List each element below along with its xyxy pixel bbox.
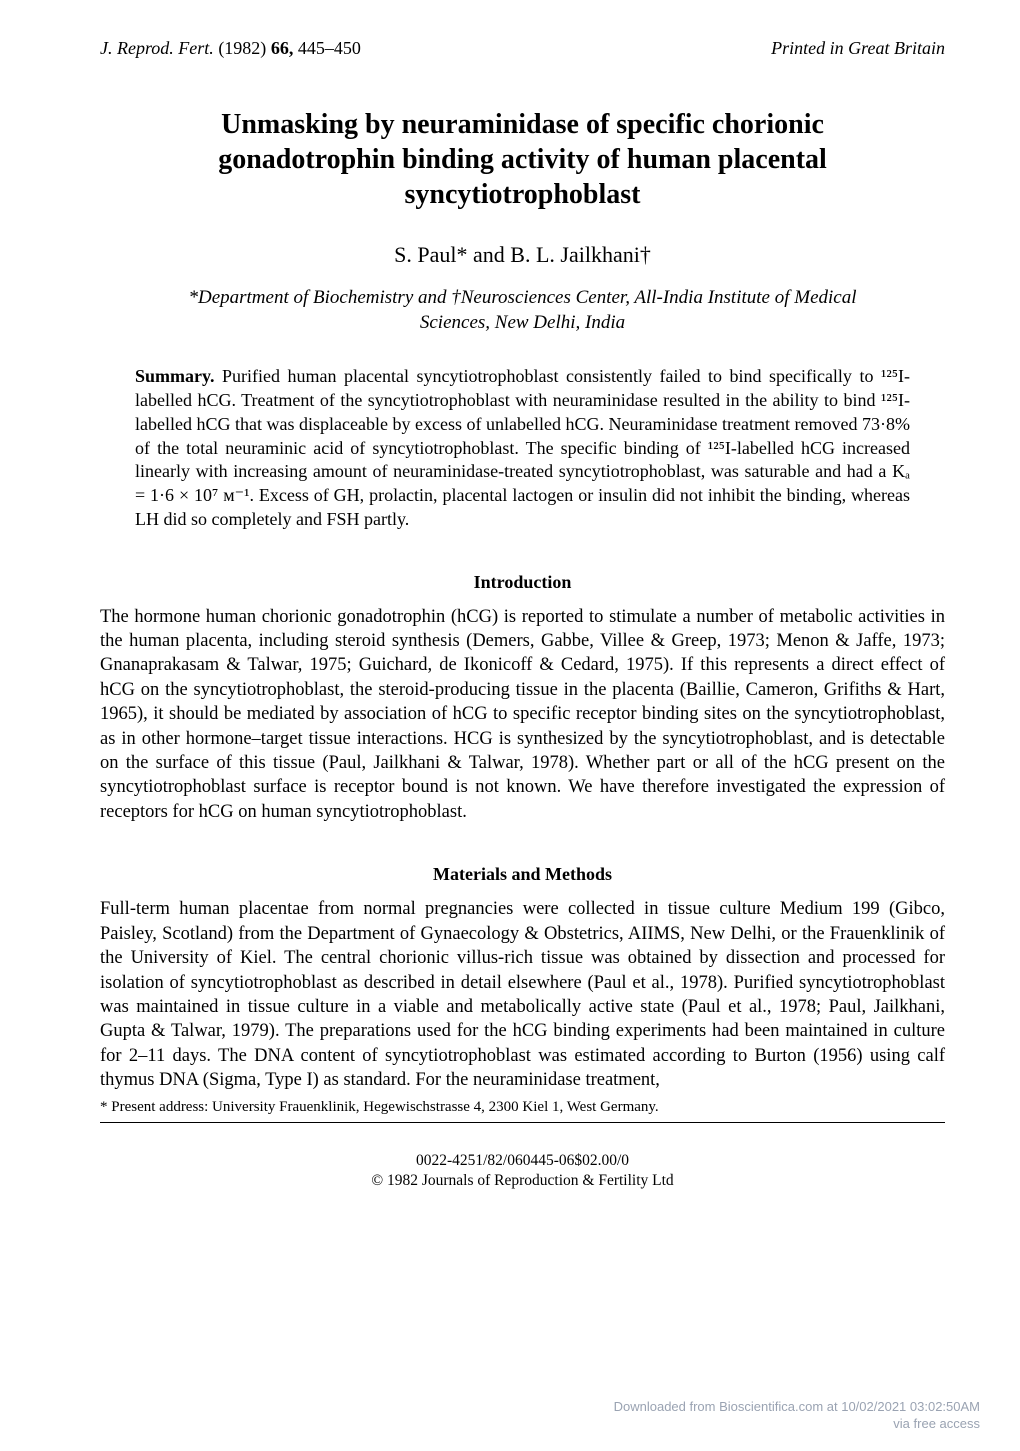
footnote-rule (100, 1122, 945, 1123)
article-title: Unmasking by neuraminidase of specific c… (120, 107, 925, 212)
introduction-body: The hormone human chorionic gonadotrophi… (100, 605, 945, 825)
download-watermark: Downloaded from Bioscientifica.com at 10… (614, 1398, 980, 1433)
footnote: * Present address: University Frauenklin… (100, 1099, 945, 1116)
title-line-1: Unmasking by neuraminidase of specific c… (221, 109, 824, 140)
watermark-line-1: Downloaded from Bioscientifica.com at 10… (614, 1399, 980, 1414)
title-line-3: syncytiotrophoblast (405, 179, 641, 210)
journal-abbrev: J. Reprod. Fert. (100, 38, 214, 58)
journal-pages: 445–450 (298, 38, 361, 58)
summary-text: Purified human placental syncytiotrophob… (135, 366, 910, 529)
methods-heading: Materials and Methods (100, 864, 945, 885)
summary-lead: Summary. (135, 366, 215, 386)
journal-reference: J. Reprod. Fert. (1982) 66, 445–450 (100, 38, 361, 59)
copyright: © 1982 Journals of Reproduction & Fertil… (371, 1172, 673, 1189)
title-line-2: gonadotrophin binding activity of human … (218, 144, 827, 175)
methods-body: Full-term human placentae from normal pr… (100, 897, 945, 1092)
authors: S. Paul* and B. L. Jailkhani† (100, 242, 945, 268)
page-header: J. Reprod. Fert. (1982) 66, 445–450 Prin… (100, 38, 945, 59)
affiliation-line-2: Sciences, New Delhi, India (420, 312, 625, 333)
affiliation-line-1: *Department of Biochemistry and †Neurosc… (188, 287, 856, 308)
summary: Summary. Purified human placental syncyt… (135, 365, 910, 531)
journal-volume: 66, (271, 38, 294, 58)
issn-code: 0022-4251/82/060445-06$02.00/0 (416, 1152, 629, 1169)
printed-in: Printed in Great Britain (771, 38, 945, 59)
watermark-line-2: via free access (893, 1416, 980, 1431)
affiliation: *Department of Biochemistry and †Neurosc… (130, 286, 915, 335)
introduction-heading: Introduction (100, 572, 945, 593)
journal-year: (1982) (218, 38, 266, 58)
issn-block: 0022-4251/82/060445-06$02.00/0 © 1982 Jo… (100, 1151, 945, 1191)
